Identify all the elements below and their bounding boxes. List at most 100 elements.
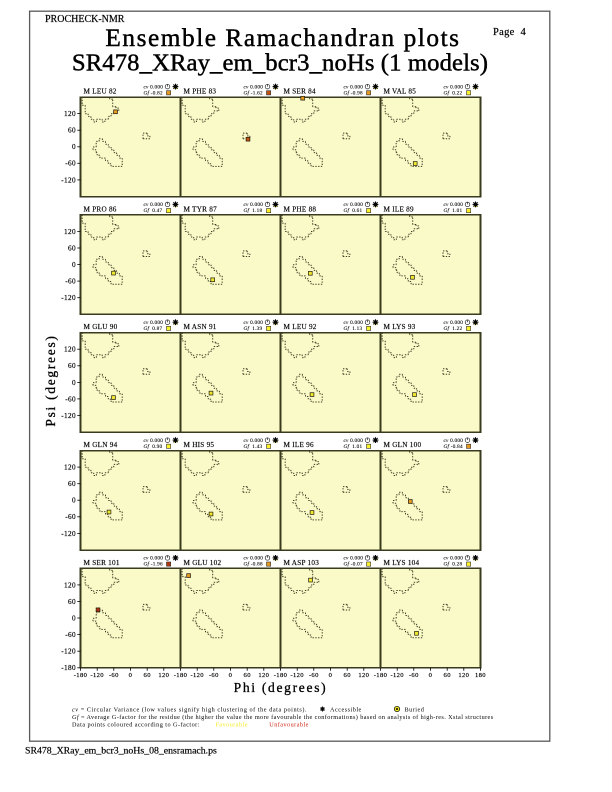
svg-text:-120: -120 — [61, 412, 76, 420]
svg-text:Buried: Buried — [405, 707, 425, 714]
svg-text:-120: -120 — [90, 672, 104, 679]
svg-text:-120: -120 — [61, 294, 76, 302]
svg-text:M PHE 83: M PHE 83 — [184, 88, 217, 96]
svg-text:120: 120 — [64, 228, 76, 236]
svg-text:M LYS 93: M LYS 93 — [384, 323, 416, 331]
svg-text:PROCHECK-NMR: PROCHECK-NMR — [45, 14, 125, 25]
svg-text:-180: -180 — [74, 672, 88, 679]
svg-text:Phi (degrees): Phi (degrees) — [234, 680, 328, 695]
svg-text:60: 60 — [444, 672, 452, 679]
svg-text:0: 0 — [72, 614, 76, 622]
svg-text:-120: -120 — [61, 530, 76, 538]
svg-text:0: 0 — [72, 261, 76, 269]
svg-text:Gf 0.47: Gf 0.47 — [144, 207, 163, 214]
svg-text:M TYR 87: M TYR 87 — [184, 205, 218, 213]
svg-text:-180: -180 — [61, 664, 76, 672]
svg-text:-120: -120 — [61, 648, 76, 656]
svg-text:180: 180 — [475, 672, 486, 679]
svg-text:60: 60 — [344, 672, 352, 679]
svg-text:cv 0.000: cv 0.000 — [344, 438, 364, 444]
svg-text:120: 120 — [258, 672, 269, 679]
svg-text:M LEU 82: M LEU 82 — [84, 88, 117, 96]
svg-text:0: 0 — [72, 143, 76, 151]
svg-text:120: 120 — [64, 464, 76, 472]
svg-text:M PRO 86: M PRO 86 — [84, 205, 117, 213]
svg-text:-120: -120 — [390, 672, 404, 679]
svg-text:cv 0.000: cv 0.000 — [444, 320, 464, 326]
svg-text:M ASP 103: M ASP 103 — [284, 559, 320, 567]
svg-text:cv 0.000: cv 0.000 — [244, 320, 264, 326]
svg-text:Ensemble Ramachandran plots: Ensemble Ramachandran plots — [105, 24, 460, 52]
svg-text:Gf 1.01: Gf 1.01 — [344, 443, 363, 450]
svg-text:cv 0.000: cv 0.000 — [144, 202, 164, 208]
svg-text:M GLN 100: M GLN 100 — [384, 441, 422, 449]
svg-text:cv 0.000: cv 0.000 — [244, 556, 264, 562]
svg-text:M LEU 92: M LEU 92 — [284, 323, 317, 331]
svg-text:Gf 0.22: Gf 0.22 — [444, 89, 463, 96]
svg-text:Psi (degrees): Psi (degrees) — [43, 334, 58, 426]
svg-text:Gf 1.01: Gf 1.01 — [444, 207, 463, 214]
svg-text:Accessible: Accessible — [330, 707, 362, 714]
svg-text:120: 120 — [458, 672, 469, 679]
svg-text:Gf 0.90: Gf 0.90 — [144, 443, 163, 450]
svg-text:M LYS 104: M LYS 104 — [384, 559, 420, 567]
svg-text:-120: -120 — [290, 672, 304, 679]
svg-text:M GLU 90: M GLU 90 — [84, 323, 118, 331]
svg-text:SR478_XRay_em_bcr3_noHs_08_ens: SR478_XRay_em_bcr3_noHs_08_ensramach.ps — [25, 746, 217, 757]
svg-text:Gf 1.22: Gf 1.22 — [444, 325, 463, 332]
svg-text:Gf 0.28: Gf 0.28 — [444, 561, 463, 568]
svg-text:cv 0.000: cv 0.000 — [144, 84, 164, 90]
svg-text:Unfavourable: Unfavourable — [269, 721, 309, 728]
svg-text:M ASN 91: M ASN 91 — [184, 323, 217, 331]
svg-text:-180: -180 — [174, 672, 188, 679]
svg-text:M SER 84: M SER 84 — [284, 88, 317, 96]
svg-text:Data points coloured according: Data points coloured according to G-fact… — [72, 721, 200, 728]
svg-text:Gf 1.18: Gf 1.18 — [244, 207, 263, 214]
svg-text:cv 0.000: cv 0.000 — [344, 202, 364, 208]
svg-text:0: 0 — [72, 379, 76, 387]
svg-text:-180: -180 — [374, 672, 388, 679]
svg-text:120: 120 — [158, 672, 169, 679]
svg-text:-60: -60 — [65, 631, 76, 639]
svg-text:60: 60 — [144, 672, 152, 679]
svg-text:M SER 101: M SER 101 — [84, 559, 120, 567]
svg-text:120: 120 — [64, 346, 76, 354]
svg-text:cv 0.000: cv 0.000 — [144, 438, 164, 444]
svg-text:Gf -1.96: Gf -1.96 — [144, 561, 163, 568]
svg-text:Gf 1.13: Gf 1.13 — [344, 325, 363, 332]
svg-text:M ILE 96: M ILE 96 — [284, 441, 315, 449]
svg-text:-60: -60 — [65, 278, 76, 286]
svg-text:Gf -0.98: Gf -0.98 — [344, 89, 363, 96]
svg-text:0: 0 — [229, 672, 233, 679]
svg-text:60: 60 — [68, 362, 76, 370]
svg-text:-180: -180 — [274, 672, 288, 679]
svg-text:cv 0.000: cv 0.000 — [444, 556, 464, 562]
svg-text:Gf -1.62: Gf -1.62 — [244, 89, 263, 96]
svg-text:-60: -60 — [65, 160, 76, 168]
svg-text:0: 0 — [129, 672, 133, 679]
svg-text:-60: -60 — [65, 513, 76, 521]
svg-text:SR478_XRay_em_bcr3_noHs (1 mod: SR478_XRay_em_bcr3_noHs (1 models) — [72, 50, 488, 77]
svg-text:-60: -60 — [209, 672, 219, 679]
svg-text:-60: -60 — [65, 395, 76, 403]
svg-text:60: 60 — [68, 598, 76, 606]
svg-text:cv 0.000: cv 0.000 — [344, 556, 364, 562]
svg-text:cv 0.000: cv 0.000 — [444, 202, 464, 208]
svg-text:cv 0.000: cv 0.000 — [344, 320, 364, 326]
svg-text:-60: -60 — [409, 672, 419, 679]
svg-text:M PHE 88: M PHE 88 — [284, 205, 317, 213]
svg-text:cv 0.000: cv 0.000 — [144, 556, 164, 562]
svg-text:0: 0 — [329, 672, 333, 679]
svg-text:Gf 1.43: Gf 1.43 — [244, 443, 263, 450]
svg-text:60: 60 — [244, 672, 252, 679]
svg-text:cv 0.000: cv 0.000 — [244, 84, 264, 90]
svg-text:M HIS 95: M HIS 95 — [184, 441, 215, 449]
svg-text:Gf 0.87: Gf 0.87 — [144, 325, 163, 332]
svg-text:Gf -0.88: Gf -0.88 — [244, 561, 263, 568]
svg-text:cv 0.000: cv 0.000 — [444, 84, 464, 90]
svg-text:cv 0.000: cv 0.000 — [344, 84, 364, 90]
svg-text:60: 60 — [68, 127, 76, 135]
svg-text:120: 120 — [358, 672, 369, 679]
svg-text:cv 0.000: cv 0.000 — [244, 438, 264, 444]
svg-text:120: 120 — [64, 110, 76, 118]
